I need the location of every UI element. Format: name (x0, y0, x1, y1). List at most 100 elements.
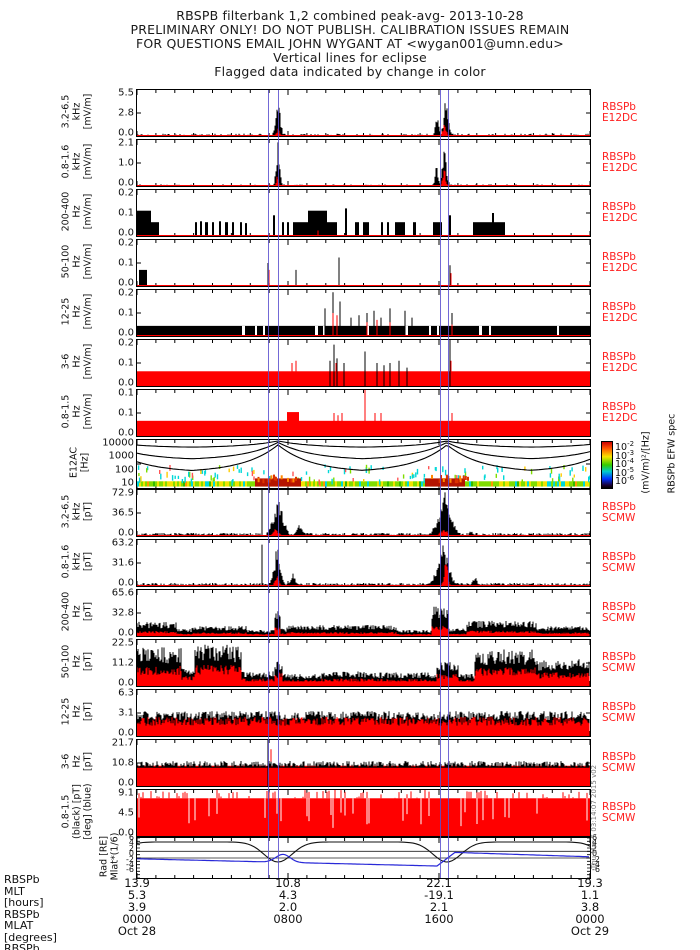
ytick-e12dc-200-400Hz: 0.0 (118, 227, 134, 239)
axis-value: 22.1 (426, 876, 452, 890)
axis-value: 3.8 (580, 900, 600, 914)
ytick-e12dc-12-25Hz: 0.0 (118, 327, 134, 339)
right-label-e12dc-50-100Hz: RBSPb E12DC (602, 252, 637, 274)
axis-var-label: MLAT (4, 919, 34, 932)
ytick: -6 (592, 865, 600, 875)
spectrogram-source-label: RBSPb EFW spec (666, 413, 678, 494)
spectrogram-colorbar (601, 441, 613, 489)
right-label-line: E12DC (602, 312, 638, 324)
eclipse-line (448, 90, 449, 878)
ytick-scmw-200-400Hz: 0.0 (118, 627, 134, 639)
ytick: 0 (592, 849, 598, 859)
panel-scmw-50-100Hz (136, 639, 591, 687)
ytick-scmw-12-25Hz: 3.1 (118, 707, 134, 719)
panel-scmw-200-400Hz (136, 589, 591, 637)
axis-var-label: RBSPb (4, 873, 40, 886)
panel-scmw-0.8-1.6kHz (136, 539, 591, 587)
panel-e12dc-200-400Hz (136, 189, 591, 237)
right-label-line: RBSPb (602, 601, 636, 613)
eclipse-line (268, 90, 269, 878)
ytick-scmw-0.8-1.5Hz: 4.5 (118, 807, 134, 819)
ytick: -4 (592, 859, 600, 869)
right-label-line: RBSPb (602, 501, 636, 513)
ytick-scmw-0.8-1.6kHz: 31.6 (111, 557, 134, 569)
colorbar-tick: 10-2 (615, 440, 635, 454)
ytick-e12dc-0.8-1.5Hz: 0.0 (118, 427, 134, 439)
panel-e12dc-0.8-1.5Hz (136, 389, 591, 437)
right-label-line: SCMW (602, 812, 636, 824)
ytick: 4 (592, 838, 598, 848)
axis-time: 1600 (424, 912, 454, 926)
yticks-ephemeris: 6 4 2 0 -2 -4 -6 (108, 833, 134, 875)
right-label-line: RBSPb (602, 751, 636, 763)
axis-time: 0800 (273, 912, 303, 926)
axis-value: 1.1 (580, 888, 600, 902)
plot-subtitle-flag-note: Flagged data indicated by change in colo… (214, 64, 486, 79)
panel-ephemeris (136, 837, 591, 879)
axis-column: 10.8 4.3 2.0 0800 (243, 877, 333, 925)
axis-var-label: [hours] (4, 896, 44, 909)
right-label-e12dc-0.8-1.5Hz: RBSPb E12DC (602, 402, 637, 424)
axis-value: -19.1 (424, 888, 454, 902)
ytick-e12ac-spec: 1000 (108, 450, 134, 462)
ytick: 2 (592, 843, 598, 853)
plot-subtitle-warning: PRELIMINARY ONLY! DO NOT PUBLISH. CALIBR… (130, 22, 570, 37)
right-label-scmw-3-6Hz: RBSPb SCMW (602, 752, 636, 774)
ytick-e12ac-spec: 10000 (102, 437, 134, 449)
right-label-scmw-3.2-6.5kHz: RBSPb SCMW (602, 502, 636, 524)
ytick-scmw-50-100Hz: 0.0 (118, 677, 134, 689)
right-label-line: E12DC (602, 362, 638, 374)
right-label-line: E12DC (602, 262, 638, 274)
axis-value: 4.3 (278, 888, 298, 902)
eclipse-line (440, 90, 441, 878)
right-label-line: SCMW (602, 712, 636, 724)
axis-date: Oct 29 (570, 924, 610, 938)
panel-scmw-0.8-1.5Hz (136, 789, 591, 837)
right-label-e12dc-0.8-1.6kHz: RBSPb E12DC (602, 152, 637, 174)
colorbar-tick: 10-5 (615, 465, 635, 479)
right-label-scmw-0.8-1.6kHz: RBSPb SCMW (602, 552, 636, 574)
axis-var-label: RBSPb (4, 907, 40, 921)
right-label-line: SCMW (602, 762, 636, 774)
axis-value: 10.8 (275, 876, 301, 890)
ytick: 6 (592, 833, 598, 842)
axis-time: 0000 (575, 912, 605, 926)
ytick-scmw-50-100Hz: 11.2 (111, 657, 134, 669)
colorbar-unit-label: (mV/m)²/[Hz] (640, 431, 652, 494)
right-label-line: RBSPb (602, 651, 636, 663)
axis-var-label: RBSPb (4, 942, 40, 950)
ytick-scmw-0.8-1.6kHz: 63.2 (111, 537, 134, 549)
right-label-scmw-0.8-1.5Hz: RBSPb SCMW (602, 802, 636, 824)
ytick-e12dc-3-6Hz: 0.1 (118, 357, 134, 369)
right-label-line: RBSPb (602, 701, 636, 713)
right-label-line: SCMW (602, 662, 636, 674)
ytick-e12dc-200-400Hz: 0.2 (118, 187, 134, 199)
ytick-scmw-50-100Hz: 22.5 (111, 637, 134, 649)
ytick-scmw-3-6Hz: 10.8 (111, 757, 134, 769)
right-label-e12dc-3.2-6.5kHz: RBSPb E12DC (602, 102, 637, 124)
panel-e12dc-3-6Hz (136, 339, 591, 387)
axis-time: 0000 (122, 912, 152, 926)
ytick-scmw-0.8-1.5Hz: 9.1 (118, 787, 134, 799)
ytick: 6 (128, 833, 134, 842)
colorbar-tick: 10-3 (615, 448, 635, 462)
ytick-e12dc-3-6Hz: 0.2 (118, 337, 134, 349)
axis-var-label: [degrees] (4, 930, 57, 944)
right-label-line: E12DC (602, 212, 638, 224)
axis-value: 2.0 (278, 900, 298, 914)
right-label-line: RBSPb (602, 351, 636, 363)
right-label-line: SCMW (602, 562, 636, 574)
axis-value: 5.3 (127, 888, 147, 902)
ytick-scmw-3-6Hz: 0.0 (118, 777, 134, 789)
eclipse-line (278, 90, 279, 878)
panel-scmw-12-25Hz (136, 689, 591, 737)
right-label-line: RBSPb (602, 401, 636, 413)
right-label-line: RBSPb (602, 551, 636, 563)
right-label-line: RBSPb (602, 101, 636, 113)
ytick: -6 (126, 865, 134, 875)
ytick-scmw-200-400Hz: 65.6 (111, 587, 134, 599)
ytick-scmw-12-25Hz: 0.0 (118, 727, 134, 739)
right-label-line: E12DC (602, 112, 638, 124)
right-label-line: SCMW (602, 612, 636, 624)
